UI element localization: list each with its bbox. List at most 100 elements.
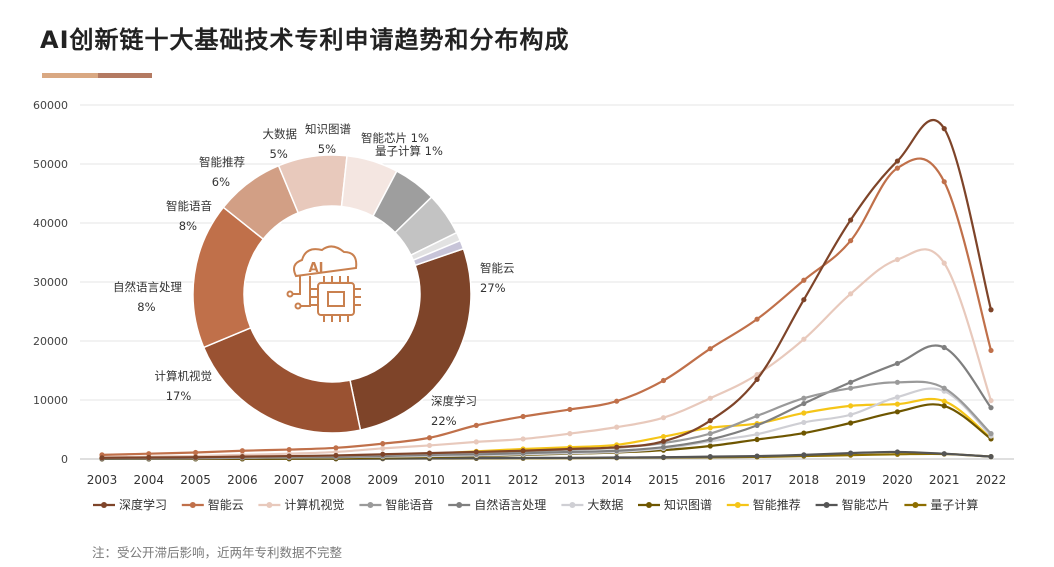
legend-label: 智能推荐 — [753, 497, 801, 512]
pie-label-name: 大数据 — [263, 127, 298, 141]
legend-item: 智能芯片 — [815, 497, 890, 512]
title-underline-left — [42, 73, 98, 78]
data-point — [801, 452, 807, 458]
data-point — [941, 126, 947, 132]
data-point — [801, 400, 807, 407]
data-point — [754, 316, 760, 322]
pie-label-pct: 8% — [179, 219, 197, 233]
data-point — [614, 424, 620, 430]
pie-label: 大数据 5% — [263, 127, 298, 161]
legend-label: 自然语言处理 — [474, 497, 546, 512]
legend-swatch-dot — [266, 502, 273, 508]
legend-item: 量子计算 — [904, 497, 978, 512]
data-point — [707, 425, 713, 431]
pie-label-name: 计算机视觉 — [155, 369, 213, 383]
pie-label: 深度学习 22% — [431, 394, 477, 428]
data-point — [286, 446, 292, 453]
pie-label-pct: 17% — [166, 389, 192, 403]
data-point — [660, 454, 667, 460]
data-point — [567, 455, 573, 461]
pie-slice — [202, 326, 362, 434]
data-point — [333, 445, 339, 451]
data-point — [520, 436, 526, 442]
data-point — [567, 406, 573, 413]
data-point — [426, 442, 433, 449]
pie-label: 智能语音 8% — [166, 199, 212, 233]
x-tick-label: 2013 — [555, 473, 586, 487]
pie-label: 计算机视觉 17% — [155, 369, 213, 403]
data-point — [894, 158, 901, 164]
data-point — [754, 422, 760, 428]
legend: 深度学习 智能云 计算机视觉 智能语音 自然语言处理 大数据 知识图谱 智能推荐 智能芯片 量子计… — [93, 497, 978, 512]
donut-chart: AI — [192, 154, 472, 434]
data-point — [754, 376, 760, 382]
x-tick-label: 2022 — [976, 473, 1007, 487]
data-point — [801, 336, 807, 342]
legend-item: 计算机视觉 — [258, 497, 344, 512]
pie-slice — [349, 247, 472, 431]
data-point — [801, 430, 807, 436]
pie-label-text: 智能芯片 1% — [361, 131, 429, 145]
y-tick-label: 50000 — [33, 158, 68, 171]
data-point — [660, 438, 667, 444]
x-axis: 2003 2004 2005 2006 2007 2008 2009 2010 2011 2012… — [87, 473, 1007, 487]
data-point — [754, 436, 760, 443]
legend-item: 智能推荐 — [726, 497, 801, 512]
line-series — [99, 119, 994, 462]
data-point — [660, 433, 667, 440]
data-point — [988, 347, 994, 354]
data-point — [848, 379, 854, 385]
x-tick-label: 2003 — [87, 473, 118, 487]
pie-label-name: 自然语言处理 — [113, 280, 182, 294]
data-point — [894, 379, 901, 385]
pie-label: 智能芯片 1% — [361, 131, 429, 145]
data-point — [941, 260, 947, 266]
data-point — [380, 441, 386, 447]
data-point — [660, 444, 667, 450]
data-point — [707, 431, 713, 437]
x-tick-label: 2016 — [695, 473, 726, 487]
pie-label-name: 深度学习 — [431, 394, 477, 408]
legend-item: 知识图谱 — [638, 498, 712, 512]
data-point — [333, 452, 339, 459]
pie-label-pct: 5% — [270, 147, 288, 161]
pie-label-pct: 6% — [212, 175, 230, 189]
data-point — [614, 454, 620, 461]
x-tick-label: 2021 — [929, 473, 960, 487]
data-point — [941, 179, 947, 185]
data-point — [286, 453, 292, 459]
data-point — [848, 291, 854, 297]
legend-item: 深度学习 — [93, 497, 167, 512]
data-point — [146, 451, 152, 457]
data-point — [380, 451, 386, 457]
data-point — [380, 445, 386, 451]
pie-label: 自然语言处理 8% — [113, 280, 182, 314]
legend-swatch-dot — [734, 502, 741, 508]
y-tick-label: 0 — [61, 453, 68, 466]
x-tick-label: 2020 — [882, 473, 913, 487]
data-point — [801, 410, 807, 416]
pie-label: 知识图谱 5% — [305, 122, 351, 156]
data-point — [520, 448, 526, 454]
pie-label: 智能云 27% — [480, 261, 515, 295]
data-point — [754, 431, 760, 437]
page-title: AI创新链十大基础技术专利申请趋势和分布构成 — [40, 26, 570, 54]
y-tick-label: 60000 — [33, 99, 68, 112]
pie-slice — [412, 239, 465, 267]
y-axis: 0 10000 20000 30000 40000 50000 60000 — [33, 99, 68, 466]
data-point — [894, 449, 901, 455]
y-tick-label: 10000 — [33, 394, 68, 407]
legend-swatch-dot — [569, 502, 576, 508]
data-point — [426, 435, 433, 441]
data-point — [567, 446, 573, 452]
data-point — [473, 449, 479, 455]
data-point — [801, 277, 807, 283]
legend-label: 智能语音 — [385, 497, 433, 512]
data-point — [894, 360, 901, 367]
pie-label-pct: 22% — [431, 414, 457, 428]
data-point — [707, 346, 713, 352]
legend-swatch-dot — [101, 502, 107, 508]
data-point — [99, 455, 105, 461]
x-tick-label: 2012 — [508, 473, 539, 487]
data-point — [894, 165, 901, 171]
